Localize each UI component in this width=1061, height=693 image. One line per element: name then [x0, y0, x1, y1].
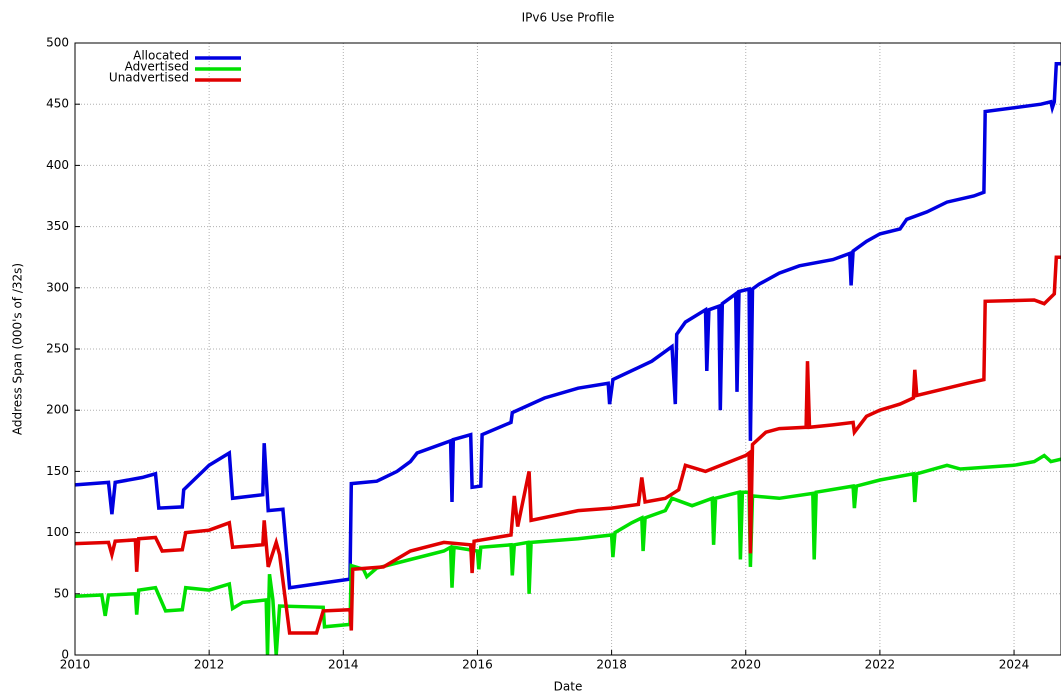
x-tick-label: 2010 — [60, 658, 91, 672]
data-line — [75, 255, 1061, 635]
x-tick-label: 2020 — [730, 658, 761, 672]
y-axis-label: Address Span (000's of /32s) — [11, 263, 25, 435]
chart-title: IPv6 Use Profile — [522, 11, 615, 25]
y-tick-label: 200 — [46, 403, 69, 417]
y-tick-label: 50 — [54, 586, 69, 600]
x-tick-label: 2014 — [328, 658, 359, 672]
data-line — [75, 453, 1061, 655]
y-tick-label: 350 — [46, 219, 69, 233]
x-tick-label: 2022 — [865, 658, 896, 672]
legend-label: Allocated — [133, 49, 189, 63]
y-tick-label: 0 — [61, 648, 69, 662]
plot-area — [75, 62, 1061, 655]
x-tick-label: 2018 — [596, 658, 627, 672]
plot-frame — [74, 42, 1061, 656]
x-tick-label: 2012 — [194, 658, 225, 672]
axes: 0 50 100 150 200 250 300 350 400 450 500 2010 2012 20… — [46, 36, 1061, 672]
y-tick-label: 150 — [46, 464, 69, 478]
y-tick-label: 250 — [46, 342, 69, 356]
grid — [74, 42, 1061, 656]
x-tick-label: 2024 — [999, 658, 1030, 672]
y-tick-label: 450 — [46, 97, 69, 111]
x-tick-label: 2016 — [462, 658, 493, 672]
legend-label: Unadvertised — [109, 71, 189, 85]
y-tick-label: 100 — [46, 525, 69, 539]
data-line — [75, 62, 1061, 590]
y-tick-label: 500 — [46, 36, 69, 50]
legend-label: Advertised — [125, 60, 189, 74]
x-axis-label: Date — [554, 680, 583, 693]
y-tick-label: 300 — [46, 280, 69, 294]
y-tick-label: 400 — [46, 158, 69, 172]
